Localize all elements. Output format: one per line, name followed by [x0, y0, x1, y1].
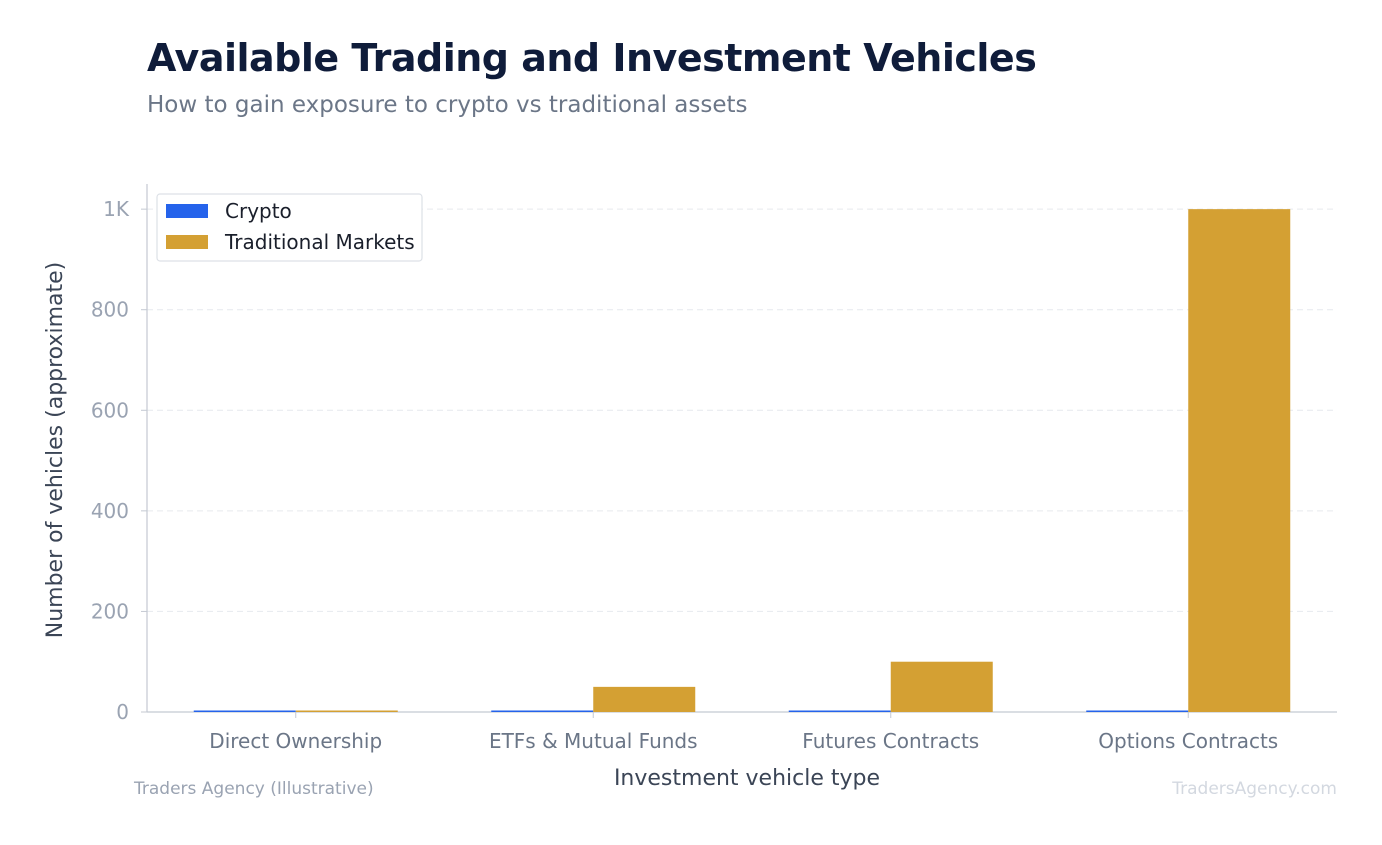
y-tick-label: 800 [91, 298, 129, 322]
bar-traditional [593, 686, 696, 712]
chart-subtitle: How to gain exposure to crypto vs tradit… [147, 92, 748, 118]
bar-crypto [491, 710, 594, 712]
y-tick-label: 0 [116, 700, 129, 724]
legend-swatch-crypto [166, 204, 208, 218]
bar-traditional [1188, 209, 1291, 712]
watermark: TradersAgency.com [1172, 779, 1337, 799]
chart-title: Available Trading and Investment Vehicle… [147, 36, 1037, 80]
legend-box [156, 193, 423, 262]
y-tick-label: 400 [91, 499, 129, 523]
source-note: Traders Agency (Illustrative) [134, 779, 374, 799]
x-axis-label: Investment vehicle type [614, 766, 880, 791]
bar-traditional [295, 710, 398, 712]
x-tick-label: Futures Contracts [802, 729, 979, 753]
x-tick-label: Direct Ownership [209, 729, 382, 753]
y-axis-label: Number of vehicles (approximate) [43, 262, 68, 639]
bar-crypto [1086, 710, 1189, 712]
y-tick-label: 200 [91, 599, 129, 623]
bar-crypto [193, 710, 296, 712]
legend-swatch-traditional [166, 235, 208, 249]
x-tick-label: ETFs & Mutual Funds [489, 729, 698, 753]
y-tick-label: 600 [91, 398, 129, 422]
bar-crypto [788, 710, 891, 712]
legend-label: Traditional Markets [224, 230, 415, 254]
legend-label: Crypto [225, 199, 292, 223]
x-tick-label: Options Contracts [1098, 729, 1278, 753]
bar-traditional [890, 661, 993, 712]
y-tick-label: 1K [103, 197, 130, 221]
